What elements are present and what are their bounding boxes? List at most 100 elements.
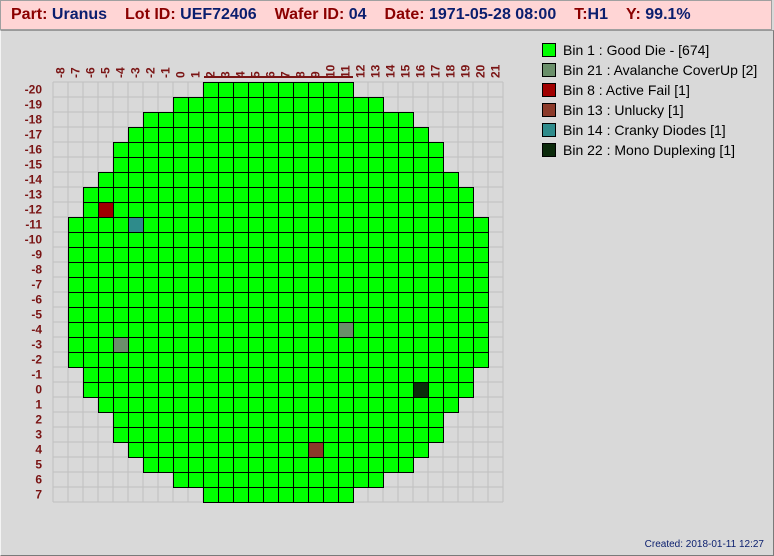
part-field: Part: Uranus [11, 6, 107, 24]
die [368, 337, 384, 353]
die [443, 367, 459, 383]
die [323, 112, 339, 128]
x-tick-label: 18 [444, 64, 458, 78]
die [68, 352, 84, 368]
die [173, 97, 189, 113]
die [413, 202, 429, 218]
die [203, 307, 219, 323]
die [398, 322, 414, 338]
die [278, 292, 294, 308]
die [158, 112, 174, 128]
y-tick-label: -7 [31, 278, 42, 292]
x-tick-label: -5 [99, 67, 113, 78]
die [278, 367, 294, 383]
die [68, 307, 84, 323]
die [458, 382, 474, 398]
die [203, 187, 219, 203]
die [383, 322, 399, 338]
die [323, 322, 339, 338]
x-tick-label: 16 [414, 64, 428, 78]
die [113, 397, 129, 413]
die [368, 217, 384, 233]
die [383, 127, 399, 143]
die [293, 277, 309, 293]
die [248, 172, 264, 188]
die [308, 277, 324, 293]
die [458, 307, 474, 323]
die [128, 322, 144, 338]
die [428, 307, 444, 323]
die [278, 427, 294, 443]
die [143, 352, 159, 368]
die [248, 352, 264, 368]
die [263, 157, 279, 173]
die [308, 127, 324, 143]
test-value: H1 [587, 6, 608, 23]
die [68, 277, 84, 293]
die [398, 217, 414, 233]
die [113, 217, 129, 233]
die [353, 232, 369, 248]
die [203, 367, 219, 383]
die [173, 157, 189, 173]
die [323, 82, 339, 98]
die [398, 232, 414, 248]
die [368, 112, 384, 128]
die [248, 487, 264, 503]
die [413, 187, 429, 203]
die [278, 247, 294, 263]
die [143, 232, 159, 248]
die [218, 457, 234, 473]
die [323, 187, 339, 203]
y-tick-label: 5 [35, 458, 42, 472]
die [398, 202, 414, 218]
die [308, 382, 324, 398]
die [368, 232, 384, 248]
die [143, 427, 159, 443]
die [278, 202, 294, 218]
die [428, 157, 444, 173]
legend-swatch [542, 83, 556, 97]
die [173, 412, 189, 428]
die [188, 322, 204, 338]
die [218, 322, 234, 338]
die [233, 307, 249, 323]
die [308, 172, 324, 188]
die [398, 457, 414, 473]
die [413, 292, 429, 308]
y-tick-label: -19 [25, 98, 43, 112]
die [233, 112, 249, 128]
die [323, 487, 339, 503]
die [398, 277, 414, 293]
die [143, 172, 159, 188]
die [248, 307, 264, 323]
die [188, 112, 204, 128]
die [413, 397, 429, 413]
legend-item: Bin 13 : Unlucky [1] [542, 100, 757, 120]
die [83, 322, 99, 338]
die [173, 337, 189, 353]
die [203, 277, 219, 293]
die [203, 262, 219, 278]
die [248, 247, 264, 263]
y-tick-label: -18 [25, 113, 43, 127]
y-tick-label: -10 [25, 233, 43, 247]
die [383, 427, 399, 443]
die [83, 232, 99, 248]
die [218, 127, 234, 143]
die [263, 472, 279, 488]
die [473, 307, 489, 323]
die [323, 232, 339, 248]
die [83, 337, 99, 353]
lot-value: UEF72406 [180, 6, 257, 23]
legend-item: Bin 21 : Avalanche CoverUp [2] [542, 60, 757, 80]
die [473, 262, 489, 278]
die [158, 292, 174, 308]
die [458, 352, 474, 368]
legend-label: Bin 1 : Good Die - [674] [563, 42, 710, 58]
die [278, 307, 294, 323]
die [383, 442, 399, 458]
die [293, 172, 309, 188]
x-tick-label: 0 [174, 71, 188, 78]
x-tick-label: 2 [204, 71, 218, 78]
